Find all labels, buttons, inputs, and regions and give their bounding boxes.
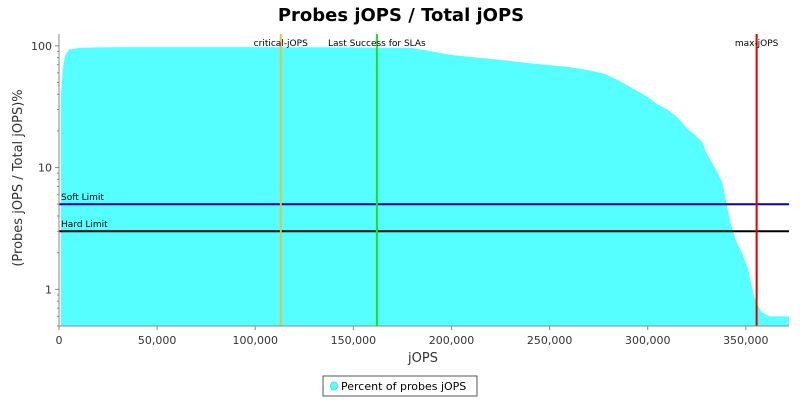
chart-title: Probes jOPS / Total jOPS [278, 5, 524, 26]
x-tick-label-1: 50,000 [138, 334, 177, 347]
x-tick-label-7: 350,000 [723, 334, 769, 347]
vline-label-1: Last Success for SLAs [328, 39, 426, 49]
vline-label-0: critical-jOPS [254, 39, 308, 49]
y-tick-label-0: 1 [45, 283, 52, 296]
y-tick-label-1: 10 [38, 162, 52, 175]
x-tick-label-4: 200,000 [429, 334, 475, 347]
x-axis-label: jOPS [407, 351, 438, 366]
legend-box [322, 375, 478, 397]
x-tick-label-3: 150,000 [331, 334, 377, 347]
legend: Percent of probes jOPS [322, 375, 478, 397]
y-axis-label: (Probes jOPS / Total jOPS)% [11, 89, 26, 266]
x-tick-label-0: 0 [56, 334, 63, 347]
x-tick-label-5: 250,000 [527, 334, 573, 347]
x-tick-label-6: 300,000 [625, 334, 671, 347]
legend-series-label: Percent of probes jOPS [341, 380, 466, 393]
vline-label-2: max-jOPS [735, 39, 779, 49]
x-tick-label-2: 100,000 [232, 334, 278, 347]
y-tick-label-2: 100 [31, 40, 52, 53]
hline-label-0: Soft Limit [61, 193, 104, 203]
legend-series-swatch [329, 381, 339, 391]
hline-label-1: Hard Limit [61, 220, 108, 230]
area-series-0 [61, 47, 789, 326]
axes: 0 50,000 100,000 150,000 200,000 250,000 300,0… [31, 34, 789, 347]
plot-area: Soft Limit Hard Limit critical-jOPS Last Su… [59, 34, 789, 326]
